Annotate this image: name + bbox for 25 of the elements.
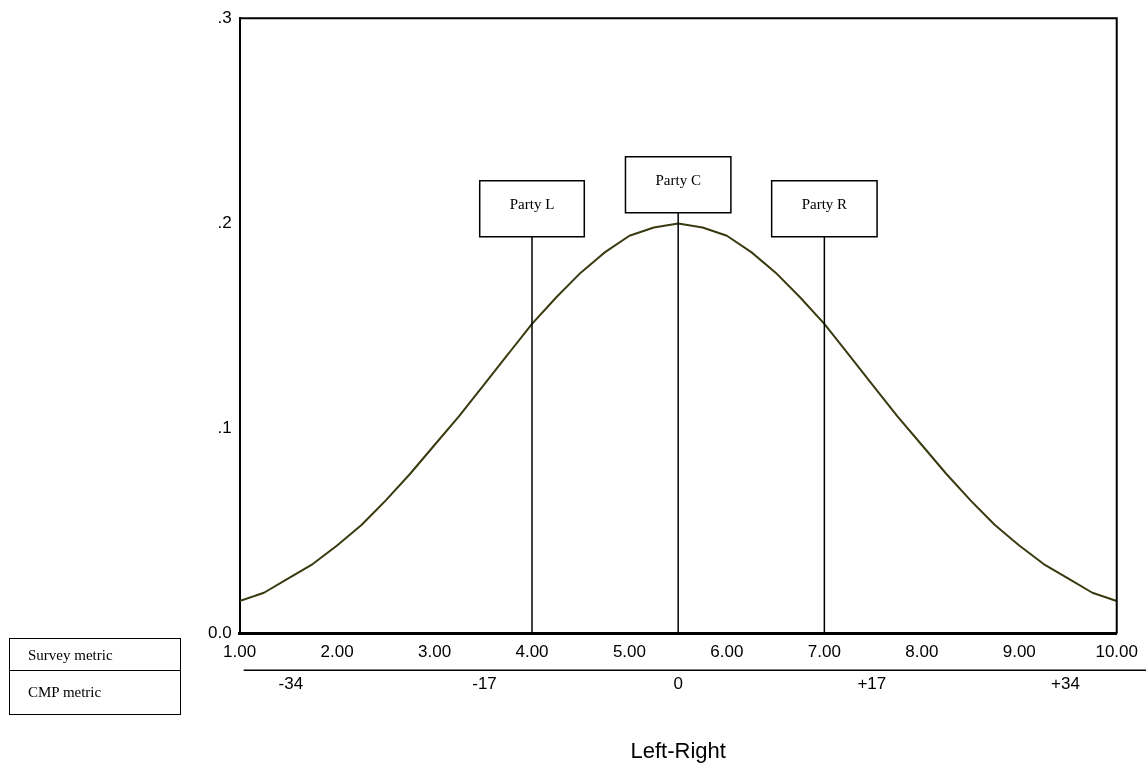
x-axis-title: Left-Right	[630, 737, 726, 763]
ref-line-label: Party R	[801, 195, 848, 212]
y-tick-label: .2	[217, 213, 232, 233]
x-tick-label: 2.00	[320, 641, 354, 661]
x2-tick-label: -34	[278, 674, 304, 694]
x2-tick-label: 0	[673, 674, 683, 694]
x2-tick-label: +17	[857, 674, 887, 694]
x-tick-label: 3.00	[418, 641, 452, 661]
x2-tick-label: -17	[472, 674, 497, 694]
text: Survey metric	[9, 637, 181, 675]
y-tick-label: 0.0	[207, 623, 232, 643]
x-tick-label: 5.00	[612, 641, 646, 661]
y-tick-label: .3	[217, 7, 232, 27]
x-tick-label: 8.00	[905, 641, 939, 661]
ref-line-label: Party C	[655, 171, 701, 188]
ref-line-label: Party L	[509, 195, 555, 212]
x-tick-label: 10.00	[1095, 641, 1138, 661]
text: CMP metric	[9, 670, 181, 715]
y-tick-label: .1	[217, 418, 232, 438]
x-tick-label: 1.00	[223, 641, 257, 661]
x-tick-label: 9.00	[1002, 641, 1036, 661]
x-tick-label: 6.00	[710, 641, 744, 661]
x-tick-label: 7.00	[807, 641, 841, 661]
x2-tick-label: +34	[1051, 674, 1080, 694]
x-tick-label: 4.00	[515, 641, 549, 661]
